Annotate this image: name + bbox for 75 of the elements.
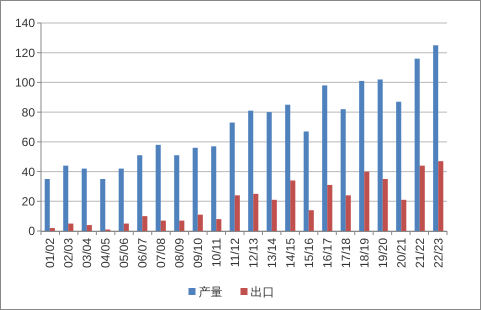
x-tick-label: 13/14	[264, 238, 279, 268]
bar	[160, 220, 166, 231]
bar	[174, 155, 180, 231]
x-tick-label: 06/07	[135, 238, 150, 268]
y-tick-label: 80	[22, 105, 36, 120]
bar	[304, 131, 309, 231]
bar	[378, 79, 383, 231]
bar	[100, 179, 106, 231]
y-tick-label: 20	[22, 194, 36, 208]
bar	[340, 109, 346, 231]
x-tick-label: 03/04	[80, 238, 94, 268]
bar	[192, 148, 198, 231]
bar	[50, 228, 55, 231]
x-tick-label: 10/11	[209, 238, 224, 268]
bar	[118, 168, 124, 231]
x-tick-label: 16/17	[320, 238, 334, 268]
y-tick-label: 40	[22, 164, 36, 179]
x-tick-label: 19/20	[376, 238, 390, 268]
bar	[137, 155, 142, 231]
x-tick-label: 17/18	[338, 238, 353, 268]
x-tick-label: 15/16	[302, 238, 316, 268]
x-tick-label: 09/10	[190, 238, 205, 268]
x-tick-label: 02/03	[61, 238, 76, 268]
bar	[285, 104, 290, 231]
x-tick-label: 18/19	[357, 238, 372, 268]
bar	[124, 224, 129, 231]
bar	[308, 210, 314, 231]
y-tick-label: 120	[14, 46, 36, 60]
x-tick-label: 04/05	[98, 238, 112, 268]
bar	[179, 220, 184, 231]
bar	[290, 180, 296, 231]
bar	[364, 172, 370, 231]
x-tick-label: 05/06	[116, 238, 131, 268]
legend-label: 出口	[250, 285, 274, 300]
bar	[142, 216, 148, 231]
bar	[346, 195, 351, 231]
bar	[266, 112, 272, 231]
x-tick-label: 01/02	[42, 238, 57, 268]
bar	[211, 146, 216, 231]
bar	[44, 179, 50, 231]
bar	[327, 184, 332, 231]
bar	[234, 195, 240, 231]
x-tick-label: 12/13	[246, 238, 260, 268]
bar	[156, 144, 161, 231]
bar	[198, 214, 203, 231]
y-tick-label: 100	[14, 76, 36, 90]
bar	[272, 200, 277, 231]
x-tick-label: 20/21	[394, 238, 408, 268]
bar	[414, 58, 420, 231]
bar	[230, 122, 235, 231]
x-tick-label: 07/08	[154, 238, 168, 268]
bar	[359, 80, 364, 231]
bar	[433, 45, 438, 231]
x-tick-label: 22/23	[431, 238, 446, 268]
y-tick-label: 60	[22, 135, 36, 150]
bar	[82, 168, 87, 231]
bar	[382, 179, 388, 231]
bar	[253, 194, 258, 231]
bar	[322, 85, 328, 231]
legend-label: 产量	[198, 285, 222, 300]
x-tick-label: 14/15	[283, 238, 298, 268]
bar	[438, 161, 444, 231]
bar	[63, 166, 68, 231]
x-tick-label: 08/09	[172, 238, 186, 268]
bar	[396, 102, 402, 231]
bar	[86, 225, 92, 231]
x-tick-label: 11/12	[228, 238, 242, 268]
bar	[248, 110, 254, 231]
bar	[216, 219, 222, 231]
bar	[401, 200, 406, 231]
bar	[68, 224, 74, 231]
bar	[420, 166, 425, 231]
y-tick-label: 140	[14, 16, 36, 30]
y-tick-label: 0	[28, 224, 36, 238]
x-tick-label: 21/22	[412, 238, 427, 268]
